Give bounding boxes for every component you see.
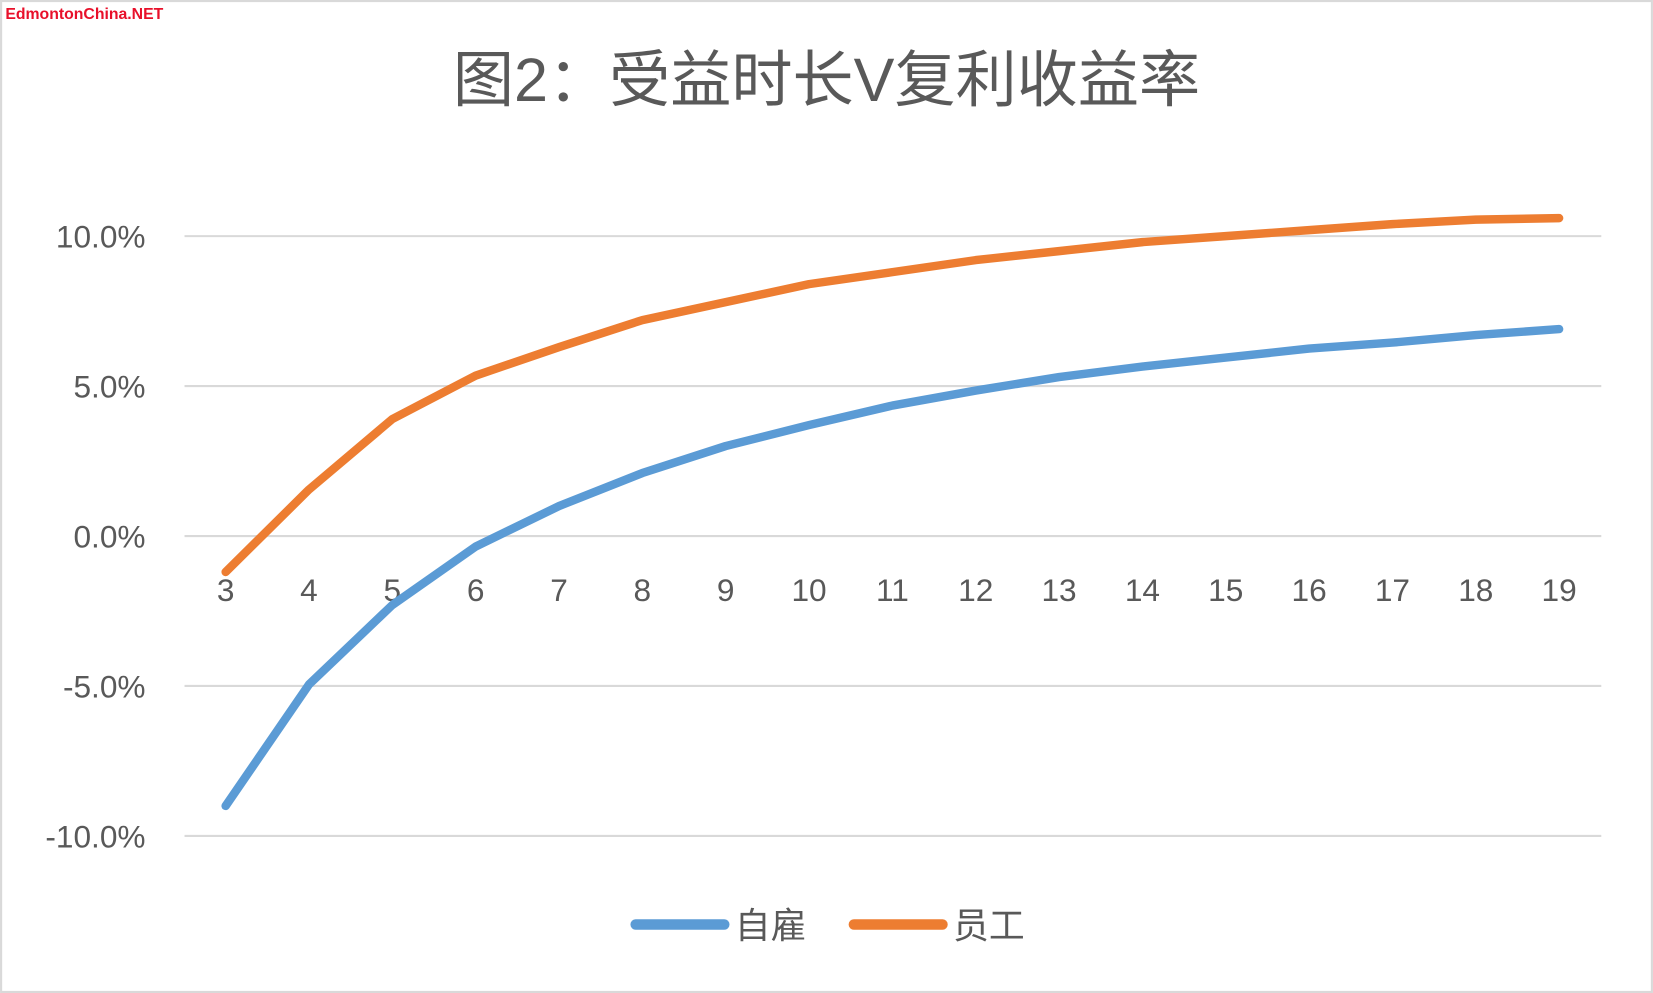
x-tick-label: 18: [1458, 572, 1493, 608]
x-tick-label: 7: [550, 572, 568, 608]
x-tick-label: 10: [791, 572, 826, 608]
x-tick-label: 19: [1542, 572, 1577, 608]
y-tick-label: 0.0%: [73, 519, 145, 555]
x-tick-label: 3: [217, 572, 235, 608]
watermark: EdmontonChina.NET: [5, 6, 163, 23]
x-tick-label: 6: [467, 572, 485, 608]
y-tick-label: -10.0%: [45, 819, 145, 855]
x-tick-label: 11: [876, 572, 909, 608]
x-tick-label: 9: [717, 572, 735, 608]
legend-label: 员工: [953, 906, 1025, 946]
x-tick-label: 12: [958, 572, 993, 608]
y-tick-label: 10.0%: [56, 219, 146, 255]
y-tick-label: 5.0%: [73, 369, 145, 405]
x-tick-label: 14: [1125, 572, 1160, 608]
chart-title: 图2：受益时长V复利收益率: [453, 46, 1200, 114]
x-tick-label: 4: [300, 572, 318, 608]
x-tick-label: 8: [634, 572, 652, 608]
y-tick-label: -5.0%: [63, 669, 146, 705]
x-tick-label: 17: [1375, 572, 1410, 608]
x-tick-label: 13: [1041, 572, 1076, 608]
x-tick-label: 16: [1292, 572, 1327, 608]
x-tick-label: 15: [1208, 572, 1243, 608]
legend-label: 自雇: [735, 906, 807, 946]
